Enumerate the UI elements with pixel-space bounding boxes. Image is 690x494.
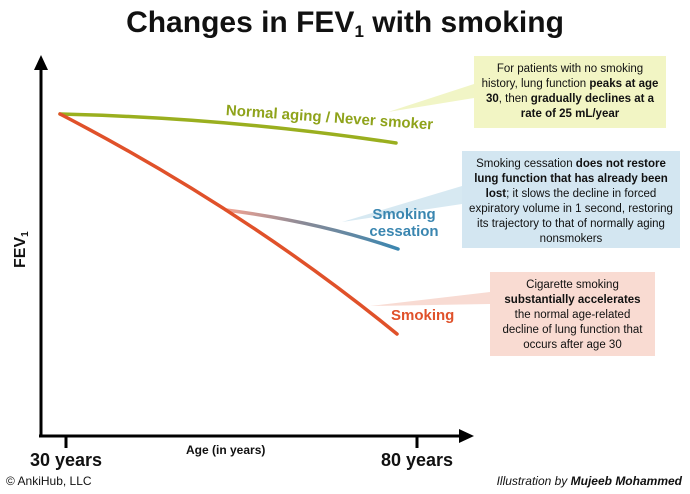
annotation-normal: For patients with no smoking history, lu… <box>474 56 666 128</box>
annotation-text-part: Smoking cessation <box>476 158 576 170</box>
annotation-text-part: Cigarette smoking <box>526 279 619 291</box>
annotation-text-part: For patients with no smoking history, lu… <box>481 63 644 90</box>
annotation-text-part: gradually declines at a rate of 25 mL/ye… <box>520 93 655 120</box>
connector-cessation <box>342 186 462 222</box>
x-axis-arrow <box>459 429 474 443</box>
x-axis-label: Age (in years) <box>186 443 266 457</box>
x-tick-label-30: 30 years <box>30 450 103 470</box>
annotation-text-part: substantially accelerates <box>504 294 641 306</box>
series-line-cessation <box>224 208 400 251</box>
y-axis-label: FEV1 <box>12 231 31 268</box>
series-line-normal <box>58 112 398 145</box>
x-tick-label-80: 80 years <box>381 450 454 470</box>
annotation-text-part: the normal age-related decline of lung f… <box>502 309 643 351</box>
series-line-smoking <box>58 112 399 336</box>
annotation-text-part: does not restore lung function that has … <box>474 158 668 200</box>
copyright: © AnkiHub, LLC <box>6 474 92 488</box>
illustration-credit: Illustration by Mujeeb Mohammed <box>496 474 682 488</box>
y-axis-arrow <box>34 55 48 70</box>
series-label-cessation: Smoking cessation <box>369 206 439 240</box>
annotation-cessation: Smoking cessation does not restore lung … <box>462 151 680 248</box>
annotation-text-part: peaks at age 30 <box>485 78 659 105</box>
connector-normal <box>388 84 474 112</box>
series-label-smoking: Smoking <box>391 307 455 324</box>
chart-title: Changes in FEV1 with smoking <box>126 6 564 41</box>
annotation-text-part: , then <box>498 93 531 105</box>
connector-smoking <box>370 292 490 306</box>
annotation-text-part: ; it slows the decline in forced expirat… <box>469 188 673 245</box>
annotation-smoking: Cigarette smoking substantially accelera… <box>490 272 655 356</box>
